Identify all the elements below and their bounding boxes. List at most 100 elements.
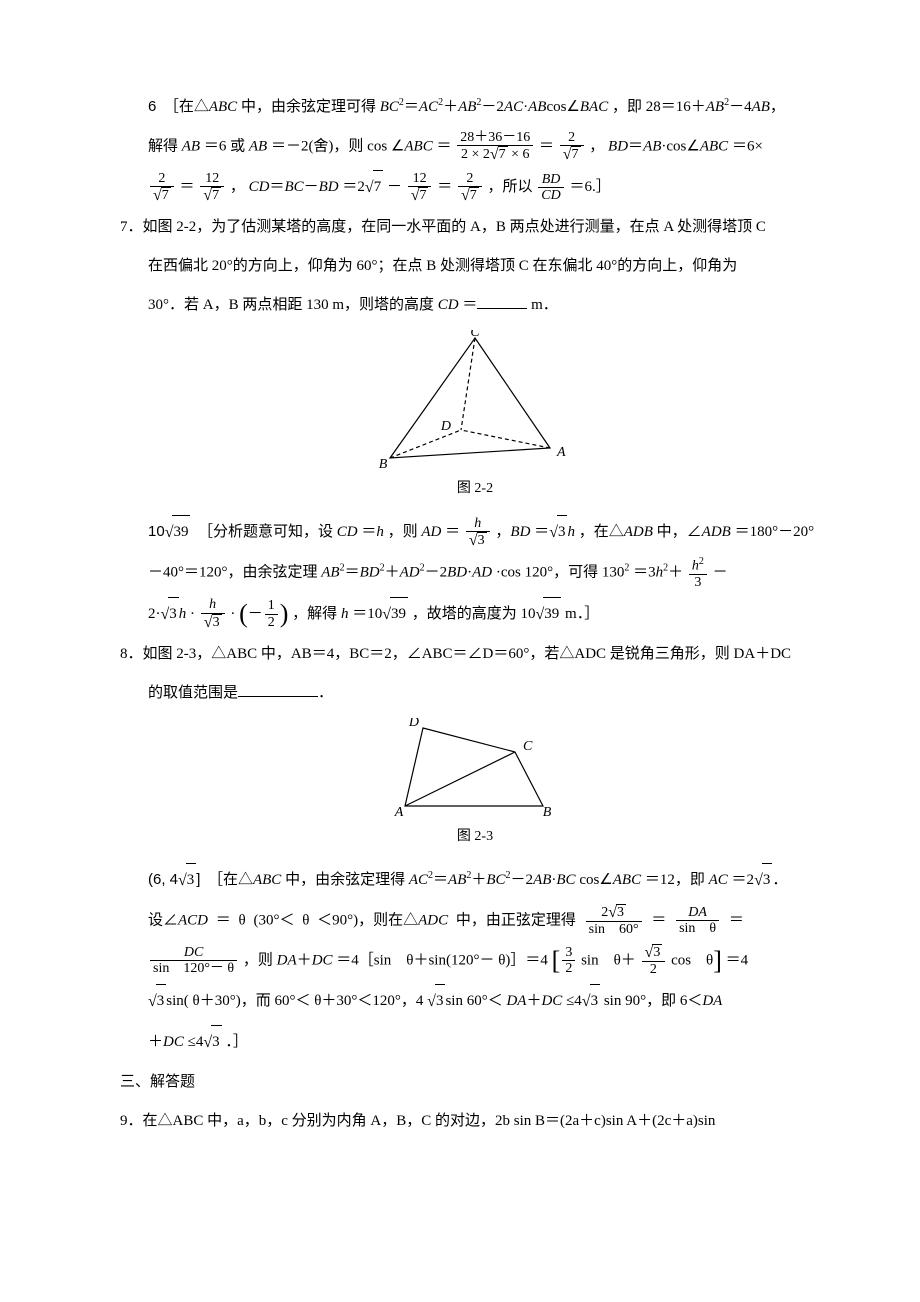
t: ＝－2(舍)，则 cos ∠ xyxy=(271,138,404,154)
t: ＝4 xyxy=(726,952,749,968)
t: 的取值范围是 xyxy=(148,685,238,701)
t: ［在△ xyxy=(208,872,253,888)
blank xyxy=(477,293,527,309)
q7-stem-line3: 30°．若 A，B 两点相距 130 m，则塔的高度 CD ＝ m． xyxy=(120,289,830,322)
q7-label: 7． xyxy=(120,219,143,235)
t: ≤4 xyxy=(188,1034,204,1050)
t: · xyxy=(230,606,235,622)
q7-stem-line2: 在西偏北 20°的方向上，仰角为 60°；在点 B 处测得塔顶 C 在东偏北 4… xyxy=(120,250,830,283)
t: －40°＝120°，由余弦定理 xyxy=(148,565,321,581)
t: ＝ xyxy=(436,138,451,154)
t: ＝ xyxy=(445,524,460,540)
frac: 2√3sin 60° xyxy=(586,904,642,938)
t: ［分析题意可知，设 xyxy=(198,524,337,540)
svg-text:B: B xyxy=(379,457,388,470)
q8-stem-line2: 的取值范围是． xyxy=(120,677,830,710)
t: ≤4 xyxy=(566,993,582,1009)
q7-stem-line1: 7．如图 2-2，为了估测某塔的高度，在同一水平面的 A，B 两点处进行测量，在… xyxy=(120,211,830,244)
t: ＝ xyxy=(534,524,549,540)
t: 设∠ xyxy=(148,912,178,928)
q9-label: 9． xyxy=(120,1113,143,1129)
frac: 12√7 xyxy=(408,171,432,205)
q6-label: 6 xyxy=(148,98,156,115)
q8-stem-line1: 8．如图 2-3，△ABC 中，AB＝4，BC＝2，∠ABC＝∠D＝60°，若△… xyxy=(120,638,830,671)
t: ＝6× xyxy=(732,138,763,154)
q8-solution-line4: √3sin( θ＋30°)，而 60°＜ θ＋30°＜120°，4 √3sin … xyxy=(120,984,830,1019)
frac: h√3 xyxy=(201,597,225,631)
q8-solution-line3: DCsin 120°－ θ ，则 DA＋DC ＝4［sin θ＋sin(120°… xyxy=(120,944,830,978)
frac: 12√7 xyxy=(200,171,224,205)
t: cos∠ xyxy=(666,138,699,154)
q7-solution-line1: 10√39 ［分析题意可知，设 CD ＝h ，则 AD ＝ h√3 ，BD ＝√… xyxy=(120,515,830,550)
t: ＝ xyxy=(361,524,376,540)
t: · xyxy=(190,606,195,622)
q9-stem: 9．在△ABC 中，a，b，c 分别为内角 A，B，C 的对边，2b sin B… xyxy=(120,1105,830,1138)
t: ＋ xyxy=(148,1034,163,1050)
t: ] xyxy=(196,871,200,888)
svg-text:B: B xyxy=(543,805,552,818)
figure-2-3: D C A B xyxy=(120,718,830,818)
t: (6, 4 xyxy=(148,871,178,888)
q6-solution: 6 ［在△ABC 中，由余弦定理可得 BC2＝AC2＋AB2－2AC·ABcos… xyxy=(120,90,830,124)
frac: 2√7 xyxy=(560,130,584,164)
t: sin( θ＋30°)，而 60°＜ θ＋30°＜120°，4 xyxy=(166,993,423,1009)
t: ＝6 或 xyxy=(204,138,249,154)
frac: 2√7 xyxy=(150,171,174,205)
frac: DCsin 120°－ θ xyxy=(150,945,237,977)
q6-line3: 2√7 ＝ 12√7 ， CD＝BC－BD ＝2√7 － 12√7 ＝ 2√7 … xyxy=(120,170,830,205)
t: ，所以 xyxy=(488,179,533,195)
t: ＝4［sin θ＋sin(120°－ θ)］＝4 xyxy=(336,952,548,968)
q8-solution-line2: 设∠ACD ＝ θ (30°＜ θ ＜90°)，则在△ADC 中，由正弦定理得 … xyxy=(120,904,830,938)
figure-2-3-caption: 图 2-3 xyxy=(120,822,830,853)
t: 2· xyxy=(148,606,161,622)
t: 在△ABC 中，a，b，c 分别为内角 A，B，C 的对边，2b sin B＝(… xyxy=(143,1113,716,1129)
svg-text:D: D xyxy=(440,419,451,434)
t: ，在△ xyxy=(579,524,624,540)
t: ［在△ xyxy=(164,99,209,115)
t: ，则 xyxy=(243,952,277,968)
frac: 28＋36－162 × 2√7 × 6 xyxy=(457,130,533,164)
q7-solution-line3: 2·√3h · h√3 · (－12) ，解得 h ＝10√39 ，故塔的高度为… xyxy=(120,597,830,632)
frac: BDCD xyxy=(538,172,563,204)
svg-text:C: C xyxy=(523,739,533,754)
t: sin 90°，即 6＜ xyxy=(604,993,703,1009)
t: 解得 xyxy=(148,138,182,154)
q8-solution-line5: ＋DC ≤4√3 ．］ xyxy=(120,1025,830,1060)
q7-solution-line2: －40°＝120°，由余弦定理 AB2＝BD2＋AD2－2BD·AD ·cos … xyxy=(120,556,830,590)
frac: h√3 xyxy=(466,516,490,550)
figure-2-2-caption: 图 2-2 xyxy=(120,474,830,505)
t: 如图 2-3，△ABC 中，AB＝4，BC＝2，∠ABC＝∠D＝60°，若△AD… xyxy=(143,646,792,662)
t: 中，∠ xyxy=(657,524,702,540)
t: ＝12，即 xyxy=(645,872,709,888)
t: ，即 28＝16＋ xyxy=(612,99,706,115)
q6-line2: 解得 AB ＝6 或 AB ＝－2(舍)，则 cos ∠ABC ＝ 28＋36－… xyxy=(120,130,830,164)
q8-label: 8． xyxy=(120,646,143,662)
t: ， xyxy=(230,179,249,195)
t: ，解得 xyxy=(292,606,341,622)
t: sin 60°＜ xyxy=(445,993,502,1009)
t: ， xyxy=(495,524,510,540)
t: m．］ xyxy=(565,606,599,622)
t: ＝2 xyxy=(342,179,365,195)
t: 39 xyxy=(172,515,190,549)
t: 3 xyxy=(186,863,197,897)
figure-2-2: C D A B xyxy=(120,330,830,470)
svg-text:D: D xyxy=(408,718,419,730)
t: ＝6.］ xyxy=(570,179,611,195)
svg-text:A: A xyxy=(556,445,566,460)
t: ，则 xyxy=(388,524,422,540)
t: sin θ＋ xyxy=(581,952,636,968)
t: 10 xyxy=(148,523,165,540)
blank xyxy=(238,681,318,697)
t: ＝10 xyxy=(352,606,382,622)
t: ＝3 xyxy=(633,565,656,581)
t: ＝ xyxy=(729,912,744,928)
frac: 32 xyxy=(562,945,575,977)
t: 中，由正弦定理得 xyxy=(456,912,576,928)
t: ＝ xyxy=(180,179,195,195)
t: cos∠ xyxy=(579,872,612,888)
frac: 12 xyxy=(265,598,278,630)
t: ＝ xyxy=(462,297,477,313)
t: ＝ xyxy=(539,138,554,154)
svg-text:C: C xyxy=(470,330,480,340)
